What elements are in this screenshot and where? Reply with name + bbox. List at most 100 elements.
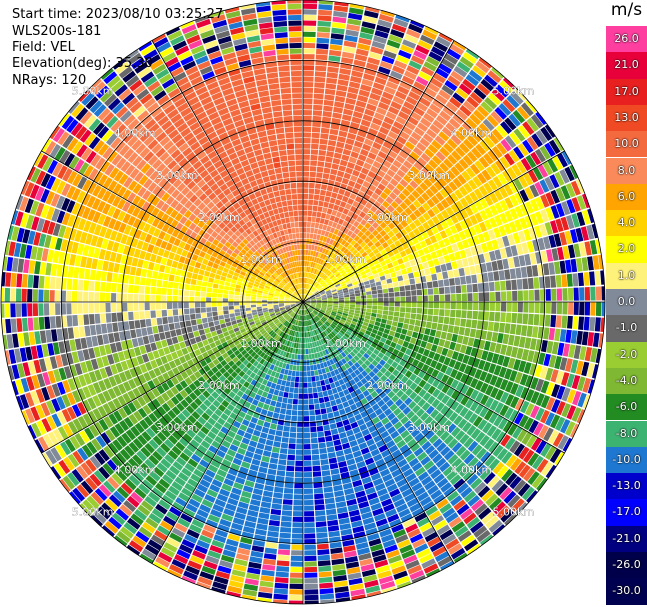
velocity-gate: [133, 311, 140, 320]
velocity-gate: [348, 262, 355, 268]
velocity-gate: [466, 473, 479, 486]
velocity-gate: [331, 27, 345, 35]
velocity-gate: [306, 278, 308, 284]
velocity-gate: [167, 281, 174, 289]
velocity-gate: [294, 483, 303, 489]
velocity-gate: [116, 283, 123, 293]
velocity-gate: [463, 228, 472, 239]
velocity-gate: [422, 261, 429, 269]
velocity-gate: [77, 291, 83, 302]
velocity-gate: [327, 303, 333, 305]
velocity-gate: [311, 287, 316, 292]
velocity-gate: [559, 169, 570, 184]
velocity-gate: [343, 349, 350, 356]
velocity-gate: [382, 159, 392, 169]
velocity-gate: [364, 138, 374, 147]
velocity-gate: [310, 304, 316, 306]
velocity-gate: [483, 472, 496, 485]
velocity-gate: [433, 353, 441, 362]
velocity-gate: [105, 282, 112, 292]
velocity-gate: [447, 270, 454, 279]
velocity-gate: [358, 248, 365, 255]
velocity-gate: [201, 317, 208, 324]
velocity-gate: [285, 409, 292, 416]
velocity-gate: [489, 217, 498, 228]
velocity-gate: [338, 297, 344, 300]
velocity-gate: [66, 303, 72, 315]
velocity-gate: [394, 291, 400, 297]
velocity-gate: [310, 437, 318, 444]
velocity-gate: [509, 268, 517, 279]
velocity-gate: [311, 449, 319, 455]
velocity-gate: [303, 110, 312, 116]
velocity-gate: [196, 318, 203, 325]
velocity-gate: [293, 494, 303, 500]
velocity-gate: [481, 489, 495, 502]
velocity-gate: [322, 298, 328, 300]
velocity-gate: [346, 92, 358, 100]
velocity-gate: [433, 287, 439, 295]
velocity-gate: [228, 302, 234, 306]
velocity-gate: [303, 3, 318, 10]
velocity-gate: [77, 279, 84, 291]
velocity-gate: [448, 118, 461, 129]
velocity-gate: [425, 188, 435, 198]
velocity-gate: [315, 296, 321, 299]
velocity-gate: [540, 409, 550, 424]
velocity-gate: [402, 39, 417, 49]
velocity-gate: [433, 41, 448, 53]
velocity-gate: [340, 119, 351, 127]
velocity-gate: [223, 314, 230, 319]
velocity-gate: [368, 370, 376, 378]
velocity-gate: [292, 399, 298, 405]
velocity-gate: [518, 230, 526, 243]
velocity-gate: [273, 492, 283, 499]
velocity-gate: [325, 321, 331, 326]
velocity-gate: [305, 300, 311, 302]
velocity-gate: [435, 427, 446, 438]
velocity-gate: [322, 299, 328, 301]
velocity-gate: [299, 365, 303, 371]
velocity-gate: [465, 117, 478, 130]
velocity-gate: [448, 235, 456, 245]
velocity-gate: [303, 432, 311, 439]
velocity-gate: [204, 327, 211, 334]
velocity-gate: [414, 257, 422, 265]
velocity-gate: [484, 219, 493, 230]
velocity-gate: [573, 345, 581, 360]
velocity-gate: [471, 319, 478, 329]
velocity-gate: [544, 142, 556, 157]
velocity-gate: [435, 191, 445, 202]
velocity-gate: [377, 293, 383, 298]
velocity-gate: [337, 237, 344, 244]
velocity-gate: [316, 314, 321, 319]
velocity-gate: [465, 398, 475, 409]
velocity-gate: [39, 330, 47, 344]
velocity-gate: [385, 155, 395, 164]
velocity-gate: [275, 577, 289, 584]
velocity-gate: [520, 157, 532, 171]
velocity-gate: [38, 303, 44, 316]
velocity-gate: [277, 464, 286, 471]
velocity-gate: [458, 326, 465, 336]
velocity-gate: [303, 65, 315, 71]
velocity-gate: [348, 12, 363, 21]
velocity-gate: [487, 272, 494, 282]
velocity-gate: [310, 299, 316, 301]
velocity-gate: [360, 270, 366, 276]
velocity-gate: [494, 281, 501, 291]
velocity-gate: [382, 355, 389, 362]
velocity-gate: [371, 213, 379, 221]
velocity-gate: [358, 172, 367, 180]
velocity-gate: [450, 294, 456, 302]
velocity-gate: [509, 208, 519, 220]
velocity-gate: [295, 376, 300, 382]
velocity-gate: [400, 228, 408, 237]
velocity-gate: [311, 216, 316, 223]
velocity-gate: [449, 341, 457, 351]
velocity-gate: [323, 219, 330, 226]
velocity-gate: [458, 363, 467, 373]
velocity-gate: [364, 359, 371, 367]
velocity-gate: [459, 249, 467, 259]
velocity-gate: [330, 428, 339, 435]
